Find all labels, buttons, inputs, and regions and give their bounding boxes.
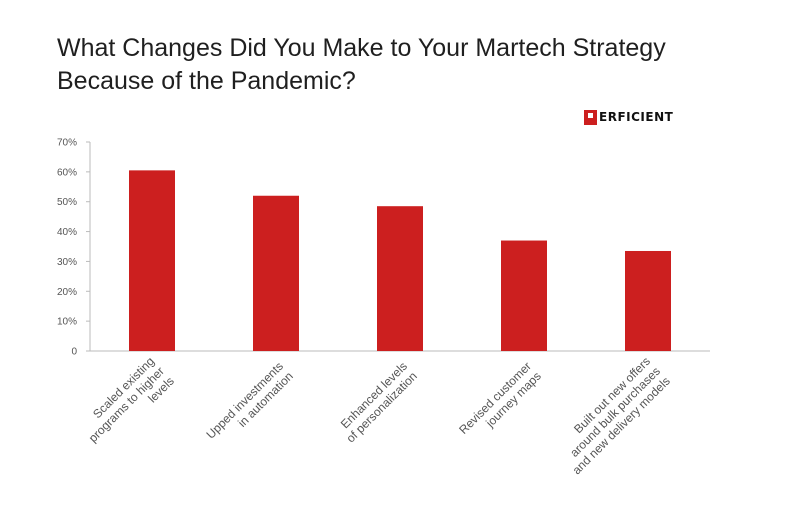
y-tick-label: 10%	[57, 317, 77, 328]
y-tick-label: 60%	[57, 167, 77, 178]
y-tick-label: 30%	[57, 257, 77, 268]
logo-mark-icon	[584, 109, 597, 125]
bar	[377, 206, 423, 351]
perficient-logo: ERFICIENT	[584, 108, 673, 126]
chart-title: What Changes Did You Make to Your Martec…	[57, 34, 666, 95]
y-tick-label: 50%	[57, 197, 77, 208]
bar	[501, 240, 547, 351]
y-tick-label: 70%	[57, 138, 77, 149]
bar	[625, 250, 671, 351]
bar	[129, 170, 175, 351]
bar	[253, 195, 299, 351]
y-tick-label: 0	[71, 347, 77, 358]
y-tick-label: 40%	[57, 227, 77, 238]
x-tick-label-line: around bulk purchases	[567, 364, 663, 460]
logo-text: ERFICIENT	[599, 110, 674, 124]
y-tick-label: 20%	[57, 287, 77, 298]
